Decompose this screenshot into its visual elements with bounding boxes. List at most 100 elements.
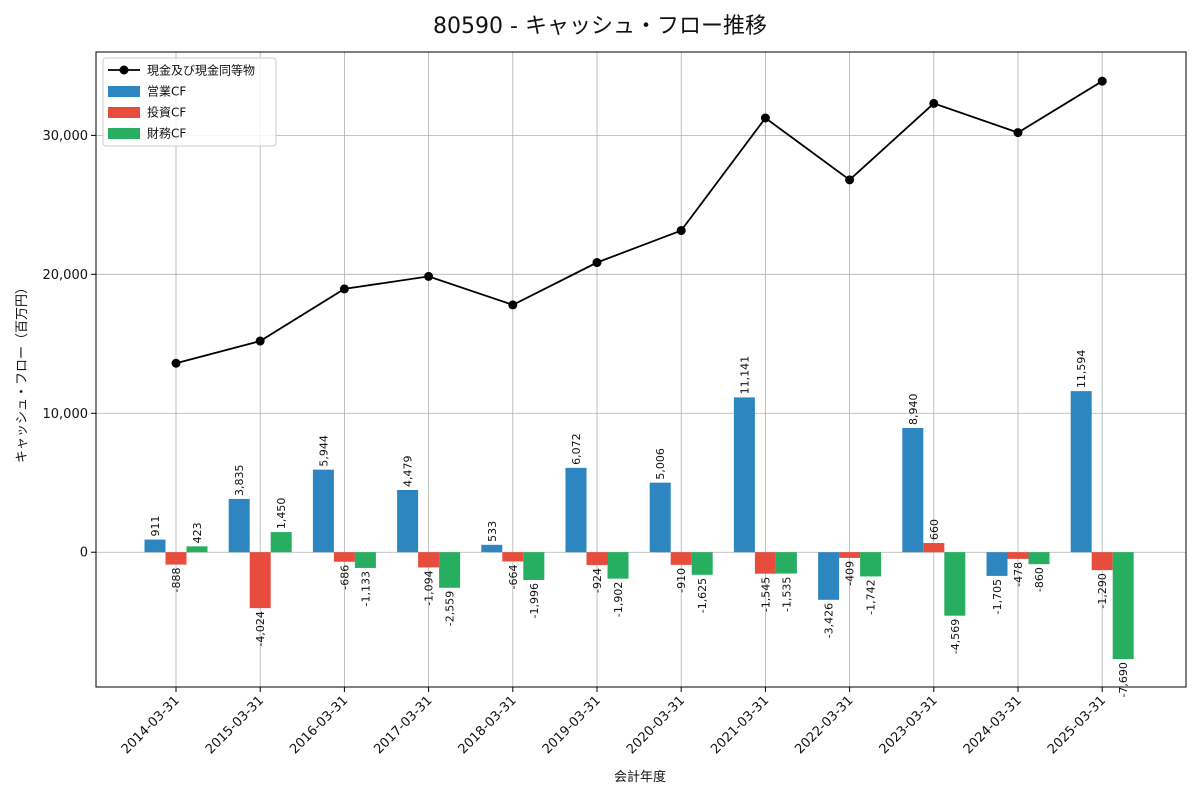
data-label: 5,944 [317, 435, 330, 467]
bar-investing [839, 552, 861, 558]
data-label: -1,133 [359, 571, 372, 606]
cash-balance-point [760, 113, 770, 123]
data-label: -686 [338, 565, 351, 590]
data-label: -1,996 [528, 583, 541, 618]
x-tick-label: 2021-03-31 [708, 693, 772, 757]
bar-investing [249, 552, 271, 609]
data-label: -860 [1033, 567, 1046, 592]
bar-financing [270, 532, 292, 553]
cash-balance-point [1013, 128, 1023, 138]
y-tick-label: 10,000 [43, 407, 89, 422]
bar-investing [502, 552, 524, 562]
cash-balance-point [676, 226, 686, 236]
bar-operating [565, 467, 587, 553]
x-tick-label: 2018-03-31 [456, 693, 520, 757]
y-tick-label: 20,000 [43, 268, 89, 283]
cash-balance-point [171, 358, 181, 368]
y-axis-label: キャッシュ・フロー（百万円） [15, 281, 30, 463]
bar-operating [733, 397, 755, 553]
bar-operating [144, 539, 166, 553]
data-label: -888 [170, 568, 183, 593]
bar-investing [333, 552, 355, 562]
bar-investing [418, 552, 440, 568]
data-label: -7,690 [1117, 662, 1130, 697]
data-label: -1,094 [423, 570, 436, 605]
data-label: 660 [928, 519, 941, 540]
bar-financing [607, 552, 629, 579]
bar-investing [1007, 552, 1029, 559]
bar-operating [986, 552, 1008, 576]
data-label: -478 [1012, 562, 1025, 587]
legend-marker [119, 65, 129, 75]
bar-investing [754, 552, 776, 574]
bar-operating [312, 469, 334, 553]
bar-operating [228, 498, 250, 553]
bar-operating [649, 482, 671, 553]
bar-investing [923, 543, 945, 553]
x-tick-label: 2019-03-31 [540, 693, 604, 757]
data-label: 911 [149, 516, 162, 537]
y-tick-label: 0 [80, 546, 88, 561]
cash-balance-point [929, 98, 939, 108]
bar-investing [586, 552, 608, 566]
data-label: -664 [507, 564, 520, 589]
data-label: 533 [486, 521, 499, 542]
data-label: -1,535 [780, 577, 793, 612]
data-label: 8,940 [907, 393, 920, 425]
data-label: 3,835 [233, 464, 246, 496]
cash-balance-point [255, 336, 265, 346]
cash-balance-point [508, 300, 518, 310]
data-label: 4,479 [402, 455, 415, 487]
legend-box [102, 57, 277, 147]
data-label: -1,705 [991, 579, 1004, 614]
data-label: 5,006 [654, 448, 667, 480]
legend-swatch [108, 107, 140, 118]
bar-financing [944, 552, 966, 616]
data-label: 11,141 [738, 356, 751, 395]
x-tick-label: 2022-03-31 [792, 693, 856, 757]
y-tick-label: 30,000 [43, 129, 89, 144]
x-tick-label: 2014-03-31 [119, 693, 183, 757]
x-tick-label: 2025-03-31 [1045, 693, 1109, 757]
data-label: -409 [844, 561, 857, 586]
legend-label: 現金及び現金同等物 [147, 63, 255, 78]
bar-financing [186, 546, 208, 553]
legend-label: 投資CF [147, 105, 186, 120]
bar-operating [481, 544, 503, 553]
bar-operating [818, 552, 840, 600]
bar-investing [670, 552, 692, 565]
legend-swatch [108, 128, 140, 139]
bar-financing [1028, 552, 1050, 565]
legend-label: 営業CF [147, 85, 186, 99]
cash-balance-point [339, 284, 349, 294]
data-label: -1,902 [612, 582, 625, 617]
cash-balance-point [845, 175, 855, 185]
bar-financing [691, 552, 713, 575]
legend-label: 財務CF [147, 126, 186, 141]
x-tick-label: 2023-03-31 [877, 693, 941, 757]
chart-title: 80590 - キャッシュ・フロー推移 [433, 14, 767, 39]
bar-operating [1070, 391, 1092, 553]
bar-financing [775, 552, 797, 574]
plot-area: 911 3,835 5,944 4,479 533 6,072 5,006 11,141 -3,… [43, 51, 1187, 757]
bar-operating [902, 427, 924, 553]
bar-investing [165, 552, 187, 565]
data-label: 423 [191, 522, 204, 543]
x-tick-label: 2015-03-31 [203, 693, 267, 757]
bar-investing [1091, 552, 1113, 571]
legend-swatch [108, 86, 140, 97]
x-tick-label: 2024-03-31 [961, 693, 1025, 757]
bar-financing [523, 552, 545, 580]
x-tick-label: 2020-03-31 [624, 693, 688, 757]
plot-frame [95, 51, 1187, 688]
cash-balance-point [424, 271, 434, 281]
cash-balance-point [1097, 76, 1107, 86]
data-label: -1,545 [759, 577, 772, 612]
bar-financing [860, 552, 882, 577]
x-tick-label: 2016-03-31 [287, 693, 351, 757]
data-label: 11,594 [1075, 350, 1088, 389]
data-label: -4,024 [254, 611, 267, 646]
bar-operating [397, 489, 419, 553]
